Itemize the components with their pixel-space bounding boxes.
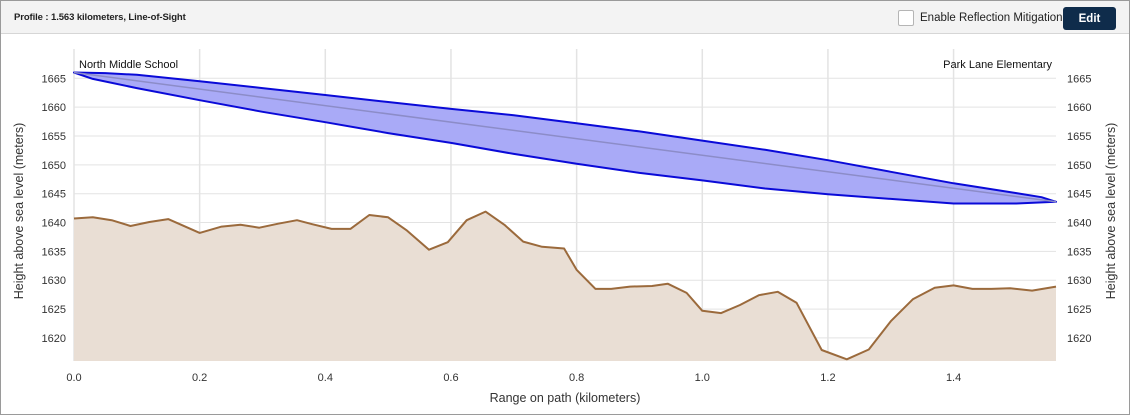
y-tick-label-left: 1650 (42, 160, 66, 172)
x-tick-label: 0.4 (318, 372, 333, 384)
x-tick-label: 1.4 (946, 372, 961, 384)
x-axis-title: Range on path (kilometers) (490, 391, 641, 405)
y-tick-label-right: 1660 (1067, 102, 1091, 114)
x-tick-label: 0.0 (66, 372, 81, 384)
y-tick-label-left: 1660 (42, 102, 66, 114)
path-profile-chart: 0.0 0.2 0.4 0.6 0.8 1.0 1.2 1.4 1620 1620 1625 1625… (12, 49, 1118, 405)
profile-toolbar: Profile : 1.563 kilometers, Line-of-Sigh… (1, 1, 1129, 34)
y-tick-label-right: 1640 (1067, 218, 1091, 230)
x-tick-label: 0.2 (192, 372, 207, 384)
terrain-fill (74, 211, 1056, 361)
y-tick-label-left: 1665 (42, 73, 66, 85)
y-tick-label-right: 1620 (1067, 333, 1091, 345)
profile-title: Profile : 1.563 kilometers, Line-of-Sigh… (14, 12, 186, 23)
y-tick-label-right: 1650 (1067, 160, 1091, 172)
x-tick-label: 1.0 (695, 372, 710, 384)
reflection-mitigation-label: Enable Reflection Mitigation (920, 12, 1063, 24)
terrain-profile (73, 210, 1057, 361)
edit-button[interactable]: Edit (1063, 7, 1116, 30)
y-axis-title-right: Height above sea level (meters) (1104, 123, 1118, 299)
y-tick-label-right: 1645 (1067, 189, 1091, 201)
start-endpoint-label: North Middle School (79, 59, 178, 71)
reflection-mitigation-toggle[interactable]: Enable Reflection Mitigation (898, 9, 1063, 27)
line-of-sight (73, 71, 1057, 203)
y-tick-label-right: 1630 (1067, 275, 1091, 287)
reflection-mitigation-checkbox[interactable] (898, 10, 914, 26)
x-tick-label: 0.6 (443, 372, 458, 384)
axis-ticks: 0.0 0.2 0.4 0.6 0.8 1.0 1.2 1.4 1620 1620 1625 1625… (42, 73, 1092, 384)
y-tick-label-right: 1665 (1067, 73, 1091, 85)
terrain-line (73, 210, 1057, 361)
y-tick-label-left: 1625 (42, 304, 66, 316)
y-tick-label-left: 1655 (42, 131, 66, 143)
y-tick-label-left: 1620 (42, 333, 66, 345)
fresnel-zone (73, 71, 1057, 205)
y-tick-label-right: 1635 (1067, 246, 1091, 258)
y-tick-label-right: 1655 (1067, 131, 1091, 143)
y-tick-label-left: 1640 (42, 218, 66, 230)
end-endpoint-label: Park Lane Elementary (943, 59, 1052, 71)
y-tick-label-left: 1645 (42, 189, 66, 201)
x-tick-label: 0.8 (569, 372, 584, 384)
y-tick-label-right: 1625 (1067, 304, 1091, 316)
y-tick-label-left: 1635 (42, 246, 66, 258)
y-axis-title-left: Height above sea level (meters) (12, 123, 26, 299)
y-tick-label-left: 1630 (42, 275, 66, 287)
x-tick-label: 1.2 (820, 372, 835, 384)
